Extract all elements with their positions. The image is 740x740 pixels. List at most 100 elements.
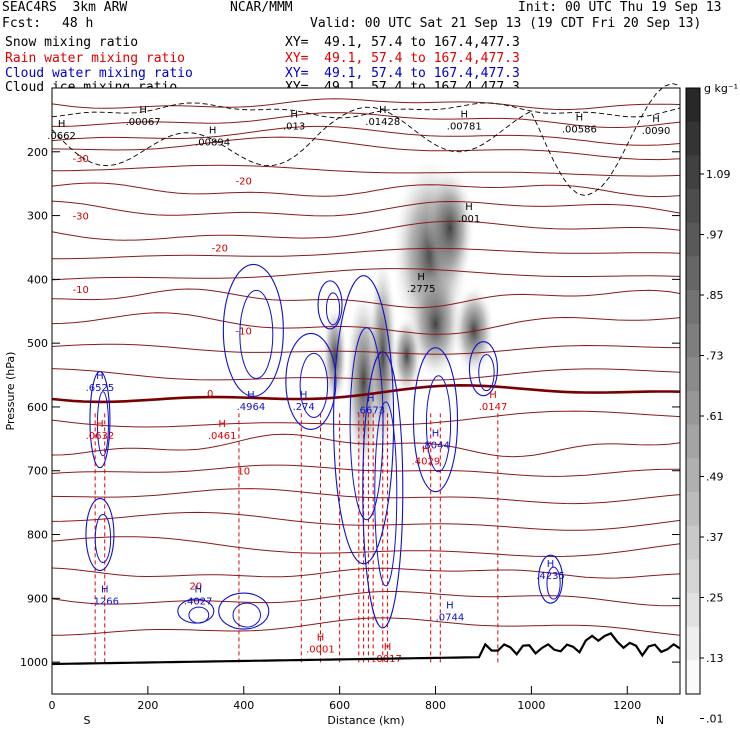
rain-max-marker-1: H <box>218 419 226 430</box>
colorbar-cell-6 <box>686 290 700 325</box>
colorbar-cell-4 <box>686 222 700 257</box>
temperature-label-6: 0 <box>207 389 213 400</box>
legend-snow-label: Snow mixing ratio <box>5 35 139 50</box>
cloud-water-contour-7 <box>538 554 564 604</box>
colorbar-label-6: .37 <box>706 531 724 544</box>
temperature-label-4: -10 <box>73 285 89 296</box>
cloud-water-max-marker-1: H <box>247 390 255 401</box>
colorbar-label-2: .85 <box>706 289 724 302</box>
temperature-contour-19 <box>51 536 681 558</box>
cloud-water-contour-2 <box>222 263 284 397</box>
colorbar-cell-5 <box>686 256 700 291</box>
cloud-water-contour-inner-0 <box>96 391 109 457</box>
colorbar-cell-8 <box>686 357 700 392</box>
cloud-water-contour-inner-3 <box>299 352 329 418</box>
snow-max-value-0: .001 <box>458 214 480 225</box>
rain-max-marker-4: H <box>317 633 325 644</box>
y-tick-label-8: 1000 <box>20 656 48 669</box>
cloud-water-max-value-3: .6673 <box>356 405 385 416</box>
colorbar-label-0: 1.09 <box>706 168 731 181</box>
x-tick-label-1: 200 <box>137 699 158 712</box>
colorbar-cell-14 <box>686 559 700 594</box>
rain-max-value-1: .0461 <box>208 431 237 442</box>
temperature-contour-10 <box>51 288 681 309</box>
snow-max-value-1: .2775 <box>407 284 436 295</box>
rain-max-marker-3: H <box>489 390 497 401</box>
rain-max-marker-5: H <box>384 642 392 653</box>
cloud-water-contour-inner-6 <box>425 375 452 473</box>
ice-max-marker-2: H <box>209 125 217 136</box>
temperature-contour-7 <box>51 220 681 241</box>
forecast-label: Fcst: <box>2 16 42 31</box>
cloud-water-contour-inner-2 <box>239 289 274 379</box>
temperature-contour-8 <box>51 247 681 260</box>
cloud-water-contour-inner-11 <box>478 354 495 392</box>
temperature-contour-6 <box>51 200 681 217</box>
colorbar-unit: g kg⁻¹ <box>704 82 738 95</box>
rain-max-marker-0: H <box>96 419 104 430</box>
plot-frame <box>51 87 681 695</box>
valid-time: Valid: 00 UTC Sat 21 Sep 13 (19 CDT Fri … <box>310 16 702 31</box>
snow-max-marker-0: H <box>465 202 473 213</box>
y-tick-label-0: 200 <box>27 146 48 159</box>
rain-max-value-4: .0001 <box>306 645 335 656</box>
temperature-label-0: -30 <box>73 154 89 165</box>
colorbar-cell-7 <box>686 323 700 358</box>
cloud-water-max-marker-2: H <box>300 390 308 401</box>
freezing-level-contour <box>51 383 681 404</box>
cloud-water-max-marker-0: H <box>96 371 104 382</box>
ice-max-marker-1: H <box>139 105 147 116</box>
colorbar-cell-13 <box>686 525 700 560</box>
colorbar-cell-0 <box>686 88 700 123</box>
cloud-water-contour-inner-7 <box>546 566 561 600</box>
snow-shade-5 <box>453 285 494 376</box>
colorbar-cell-10 <box>686 424 700 459</box>
x-tick-label-3: 600 <box>329 699 350 712</box>
cloud-ice-contour <box>51 83 681 197</box>
temperature-contour-21 <box>51 591 681 607</box>
x-tick-label-5: 1000 <box>517 699 545 712</box>
ice-max-marker-6: H <box>576 113 584 124</box>
cloud-water-contour-10 <box>317 280 343 330</box>
x-tick-label-6: 1200 <box>613 699 641 712</box>
snow-shade-6 <box>392 315 421 396</box>
colorbar-label-8: .13 <box>706 652 724 665</box>
x-end-label-right: N <box>656 714 664 727</box>
ice-max-value-7: .0090 <box>642 126 671 137</box>
y-tick-label-2: 400 <box>27 273 48 286</box>
cloud-water-max-marker-8: H <box>446 601 454 612</box>
ice-max-marker-4: H <box>379 105 387 116</box>
temperature-contour-4 <box>51 164 681 177</box>
rain-max-value-0: .0632 <box>86 431 115 442</box>
temperature-contour-2 <box>51 125 681 146</box>
cloud-water-max-value-2: .274 <box>293 402 315 413</box>
center-name: NCAR/MMM <box>230 0 293 15</box>
snow-max-marker-1: H <box>417 272 425 283</box>
ice-max-marker-7: H <box>652 114 660 125</box>
temperature-contour-9 <box>51 268 681 281</box>
snow-shade-4 <box>409 269 462 380</box>
colorbar-cell-17 <box>686 660 700 695</box>
temperature-contour-12 <box>51 343 680 355</box>
cloud-water-max-marker-7: H <box>194 585 202 596</box>
cloud-water-contour-inner-10 <box>325 292 341 326</box>
temperature-label-7: 10 <box>237 467 250 478</box>
temperature-contour-0 <box>51 98 681 111</box>
rain-max-value-3: .0147 <box>479 402 508 413</box>
cloud-water-contour-9 <box>218 592 270 630</box>
cloud-water-contour-3 <box>285 332 337 430</box>
legend-cloud-water-xy: XY= 49.1, 57.4 to 167.4,477.3 <box>285 66 520 81</box>
ice-max-value-1: .00067 <box>126 117 161 128</box>
x-tick-label-0: 0 <box>49 699 56 712</box>
temperature-contour-14 <box>51 410 681 428</box>
y-tick-label-7: 900 <box>27 592 48 605</box>
y-axis-label: Pressure (hPa) <box>4 352 17 431</box>
cloud-water-max-value-1: .4964 <box>237 402 266 413</box>
cloud-water-max-marker-6: H <box>101 585 109 596</box>
y-tick-label-4: 600 <box>27 401 48 414</box>
cloud-water-max-value-5: .4235 <box>536 571 565 582</box>
colorbar-cell-15 <box>686 593 700 628</box>
y-tick-label-6: 800 <box>27 529 48 542</box>
cloud-water-max-value-7: .4027 <box>184 597 213 608</box>
